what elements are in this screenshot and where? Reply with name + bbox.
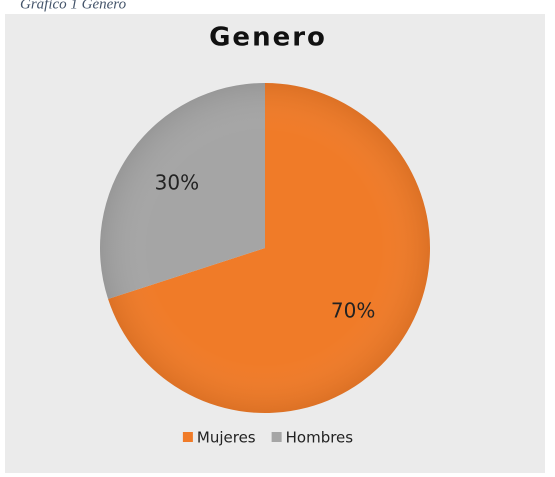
caption-strip [0,0,450,14]
caption: Gráfico 1 Género [20,0,127,12]
chart-title: Genero [209,23,327,53]
legend: Mujeres Hombres [182,429,354,447]
legend-swatch [271,432,282,442]
pie: 70%30% [99,82,430,413]
pie-shade [100,83,430,413]
legend-label: Mujeres [197,429,256,447]
legend-label: Hombres [286,429,354,447]
legend-swatch [182,432,193,442]
